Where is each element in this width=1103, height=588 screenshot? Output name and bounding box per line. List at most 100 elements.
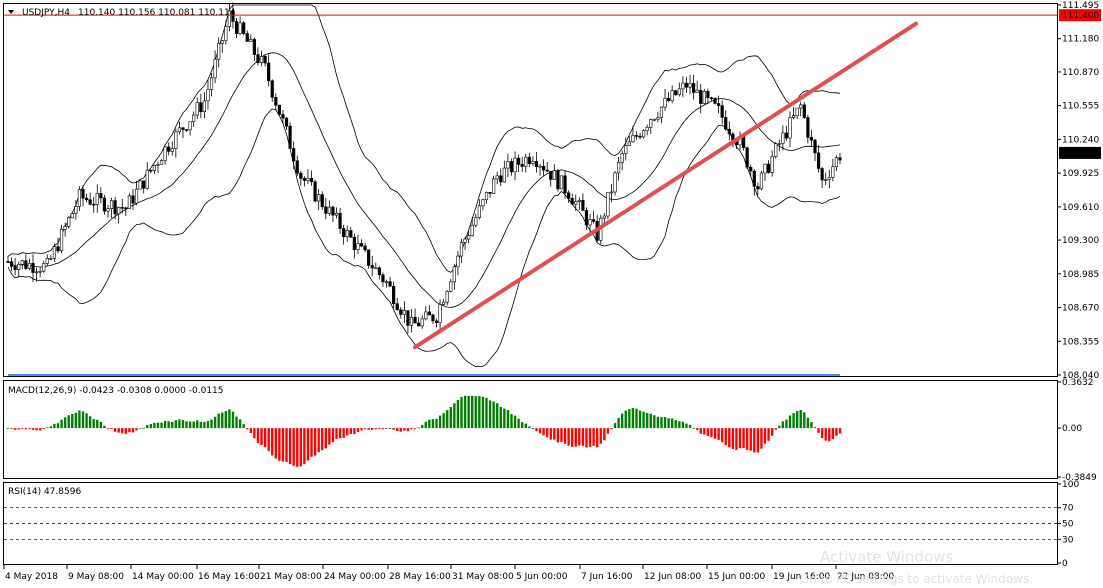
ohlc-header: 110.140 110.156 110.081 110.114 <box>78 8 236 18</box>
candle-body <box>552 170 556 180</box>
candle-body <box>409 316 414 326</box>
candle-body <box>784 132 789 139</box>
macd-histogram-bar <box>153 422 156 429</box>
macd-histogram-bar <box>131 428 135 433</box>
candle-body <box>184 129 189 131</box>
candle-body <box>238 22 242 34</box>
macd-histogram-bar <box>113 428 117 432</box>
candle-body <box>367 249 371 266</box>
macd-histogram-bar <box>756 428 760 453</box>
price-axis-label: 109.300 <box>1062 236 1099 246</box>
macd-histogram-bar <box>781 421 785 429</box>
macd-histogram-bar <box>667 418 670 429</box>
candle-body <box>13 266 17 270</box>
candle-body <box>27 263 32 269</box>
resistance-price-badge-bg <box>1059 9 1101 22</box>
macd-histogram-bar <box>413 428 417 429</box>
macd-histogram-bar <box>453 403 456 429</box>
candle-body <box>134 188 139 204</box>
macd-axis-label: 0.3632 <box>1062 378 1094 388</box>
candle-body <box>20 260 24 265</box>
macd-histogram-bar <box>53 423 56 429</box>
candle-body <box>670 90 674 102</box>
macd-histogram-bar <box>38 428 42 431</box>
candle-body <box>752 170 756 187</box>
macd-histogram-bar <box>713 428 717 439</box>
macd-histogram-bar <box>753 428 756 453</box>
candle-body <box>77 189 82 207</box>
candle-body <box>759 172 764 190</box>
macd-axis-label: 0.00 <box>1062 424 1082 434</box>
macd-histogram-bar <box>96 419 99 429</box>
macd-histogram-bar <box>763 428 767 444</box>
candle-body <box>431 314 435 322</box>
candle-body <box>588 219 592 226</box>
macd-histogram-bar <box>313 428 317 456</box>
candle-body <box>538 165 542 168</box>
candle-body <box>70 213 74 219</box>
candle-body <box>749 166 753 172</box>
macd-histogram-bar <box>360 428 363 431</box>
macd-histogram-bar <box>731 428 735 450</box>
candle-body <box>263 56 267 64</box>
macd-histogram-bar <box>620 413 624 429</box>
macd-histogram-bar <box>49 426 53 429</box>
candle-body <box>838 157 842 161</box>
macd-histogram-bar <box>196 420 199 429</box>
candle-body <box>149 169 153 172</box>
macd-histogram-bar <box>388 428 392 429</box>
candle-body <box>67 217 71 227</box>
time-axis-label: 7 Jun 16:00 <box>581 572 633 582</box>
candle-body <box>542 165 546 171</box>
macd-histogram-bar <box>149 424 153 429</box>
macd-histogram-bar <box>617 417 620 429</box>
macd-histogram-bar <box>138 427 142 429</box>
candle-body <box>699 89 703 104</box>
macd-histogram-bar <box>478 396 481 429</box>
macd-histogram-bar <box>228 409 231 429</box>
macd-histogram-bar <box>563 428 567 444</box>
candle-body <box>684 82 689 88</box>
candle-body <box>434 320 439 323</box>
macd-histogram-bar <box>828 428 831 442</box>
candle-body <box>142 180 146 189</box>
candle-body <box>356 243 360 250</box>
candle-body <box>831 166 835 178</box>
candle-body <box>492 178 496 194</box>
macd-histogram-bar <box>299 428 303 467</box>
time-axis-label: 24 May 00:00 <box>324 572 386 582</box>
macd-histogram-bar <box>42 428 45 430</box>
macd-histogram-bar <box>403 428 406 431</box>
main-panel <box>3 3 1058 377</box>
macd-histogram-bar <box>485 397 488 429</box>
candle-body <box>802 104 806 118</box>
price-axis-label: 111.180 <box>1062 35 1099 45</box>
macd-histogram-bar <box>306 428 310 461</box>
rsi-axis-label: 70 <box>1062 504 1074 514</box>
time-axis-label: 16 May 16:00 <box>198 572 260 582</box>
candle-body <box>602 215 606 219</box>
candle-body <box>81 189 85 199</box>
macd-histogram-bar <box>296 428 299 467</box>
candle-body <box>674 90 678 96</box>
macd-histogram-bar <box>785 419 788 429</box>
macd-histogram-bar <box>656 416 660 429</box>
bollinger-lower-band <box>7 108 841 368</box>
candle-body <box>495 175 499 180</box>
macd-panel <box>3 380 1058 479</box>
candle-body <box>488 191 492 194</box>
collapse-arrow-icon[interactable] <box>8 10 14 14</box>
macd-histogram-bar <box>581 428 585 446</box>
candle-body <box>716 103 721 106</box>
candle-body <box>74 206 78 214</box>
macd-histogram-bar <box>695 428 699 430</box>
candle-body <box>813 139 817 154</box>
macd-histogram-bar <box>774 428 777 430</box>
candle-body <box>177 127 181 133</box>
macd-histogram-bar <box>63 417 67 429</box>
candle-body <box>156 164 160 166</box>
candle-body <box>745 147 749 168</box>
price-axis-label: 110.870 <box>1062 68 1099 78</box>
macd-histogram-bar <box>167 421 170 429</box>
candle-body <box>709 97 714 100</box>
